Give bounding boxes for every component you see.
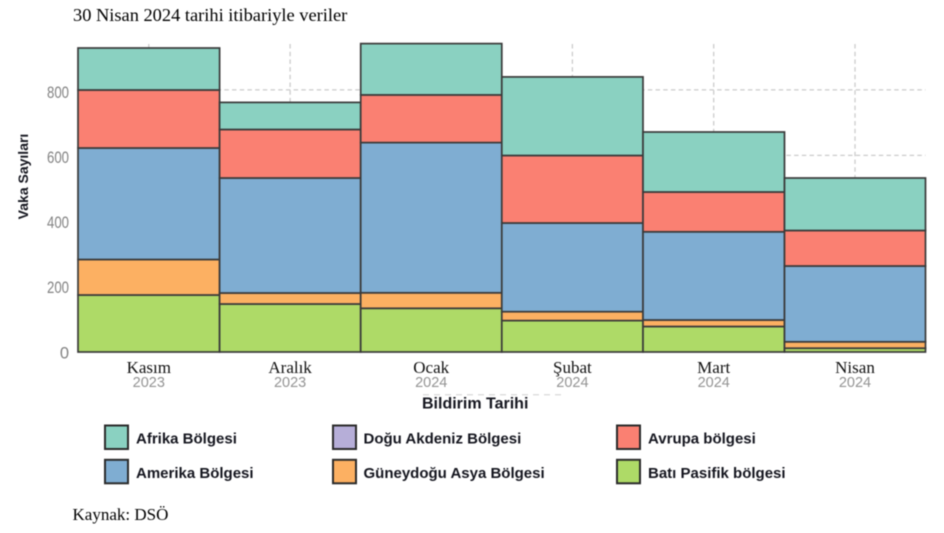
svg-text:800: 800 [47,84,69,102]
svg-text:30 Nisan 2024 tarihi itibariyl: 30 Nisan 2024 tarihi itibariyle veriler [73,5,347,25]
svg-text:Mart: Mart [697,358,730,377]
svg-text:Afrika Bölgesi: Afrika Bölgesi [136,431,237,448]
svg-text:2023: 2023 [133,375,165,391]
svg-text:Doğu Akdeniz Bölgesi: Doğu Akdeniz Bölgesi [364,431,522,448]
svg-text:Kasım: Kasım [127,358,171,377]
svg-text:2023: 2023 [274,375,306,391]
svg-text:2024: 2024 [415,375,447,391]
svg-text:Kaynak: DSÖ: Kaynak: DSÖ [73,505,169,524]
svg-text:Amerika Bölgesi: Amerika Bölgesi [136,465,254,482]
svg-text:200: 200 [47,279,69,297]
svg-text:600: 600 [47,149,69,167]
svg-text:Nisan: Nisan [835,358,875,377]
svg-text:Batı Pasifik bölgesi: Batı Pasifik bölgesi [648,465,786,482]
svg-text:2024: 2024 [839,375,871,391]
svg-text:400: 400 [47,214,69,232]
svg-text:Şubat: Şubat [553,358,592,377]
svg-text:2024: 2024 [556,375,588,391]
svg-text:0: 0 [60,344,69,362]
svg-text:2024: 2024 [698,375,730,391]
svg-text:Avrupa bölgesi: Avrupa bölgesi [648,431,756,448]
svg-text:Vaka Sayıları: Vaka Sayıları [15,134,31,220]
svg-text:Bildirim Tarihi: Bildirim Tarihi [422,396,528,413]
svg-text:Güneydoğu Asya Bölgesi: Güneydoğu Asya Bölgesi [364,465,545,482]
svg-text:Aralık: Aralık [268,358,312,377]
svg-text:Ocak: Ocak [413,358,449,377]
